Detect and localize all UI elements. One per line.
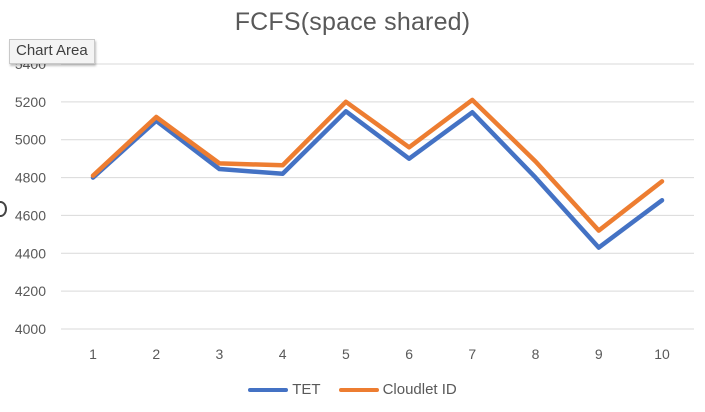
x-axis-tick-labels: 1 2 3 4 5 6 7 8 9 10 [89,346,670,362]
series-lines [90,97,665,250]
legend-item-tet[interactable]: TET [248,381,321,398]
legend[interactable]: TET Cloudlet ID [0,381,705,398]
x-tick-label-9: 9 [595,346,603,362]
y-tick-label-4400: 4400 [15,245,46,261]
x-tick-label-3: 3 [216,346,224,362]
x-tick-label-8: 8 [532,346,540,362]
legend-swatch-cloudlet-id [338,387,379,392]
chart-title: FCFS(space shared) [234,8,471,36]
y-tick-label-5000: 5000 [15,132,46,148]
y-tick-label-4200: 4200 [15,283,46,299]
legend-label-tet: TET [292,381,321,398]
gridlines [61,63,694,330]
legend-swatch-tet [248,387,289,392]
x-tick-label-6: 6 [405,346,413,362]
resize-handle-icon[interactable] [0,201,7,217]
series-line-tet[interactable] [90,109,665,250]
legend-item-cloudlet-id[interactable]: Cloudlet ID [338,381,457,398]
y-tick-label-5200: 5200 [15,94,46,110]
chart-area-tooltip: Chart Area [9,39,95,64]
y-tick-label-4800: 4800 [15,170,46,186]
series-line-cloudlet-id[interactable] [90,97,665,233]
x-tick-label-7: 7 [468,346,476,362]
x-tick-label-10: 10 [654,346,670,362]
x-tick-label-2: 2 [152,346,160,362]
y-tick-label-4000: 4000 [15,321,46,337]
x-tick-label-4: 4 [279,346,287,362]
legend-label-cloudlet-id: Cloudlet ID [382,381,457,398]
x-tick-label-1: 1 [89,346,97,362]
x-tick-label-5: 5 [342,346,350,362]
y-tick-label-4600: 4600 [15,207,46,223]
